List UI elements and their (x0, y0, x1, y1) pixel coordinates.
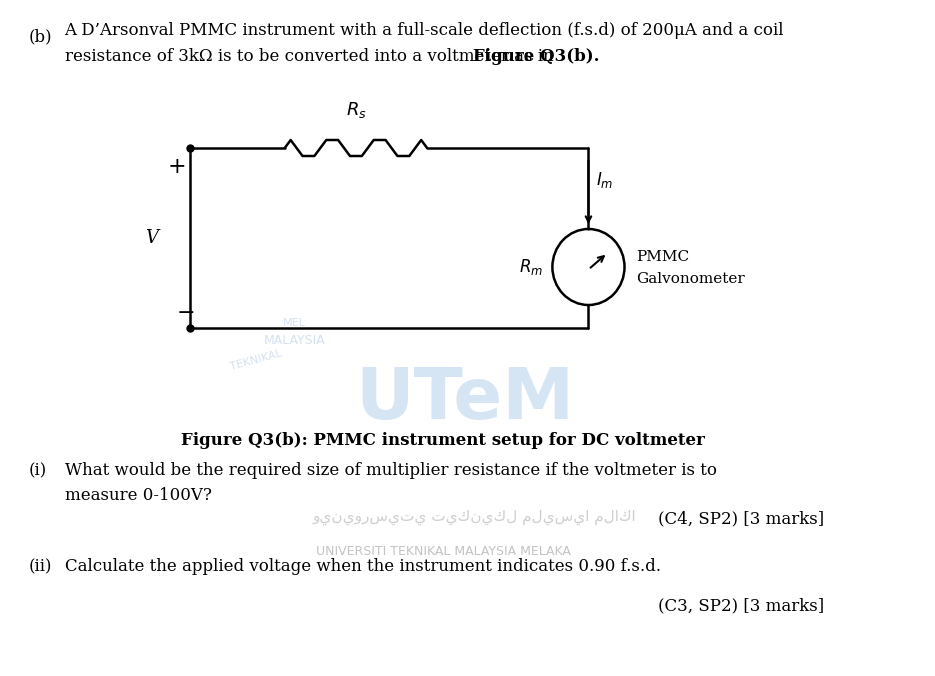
Text: resistance of 3kΩ is to be converted into a voltmeter as in: resistance of 3kΩ is to be converted int… (65, 48, 558, 65)
Text: −: − (177, 302, 195, 324)
Text: Calculate the applied voltage when the instrument indicates 0.90 f.s.d.: Calculate the applied voltage when the i… (65, 558, 660, 575)
Text: UTeM: UTeM (355, 366, 575, 435)
Text: $R_m$: $R_m$ (519, 257, 543, 277)
Text: Galvonometer: Galvonometer (636, 272, 744, 286)
Text: A D’Arsonval PMMC instrument with a full-scale deflection (f.s.d) of 200μA and a: A D’Arsonval PMMC instrument with a full… (65, 22, 784, 39)
Text: +: + (167, 156, 186, 178)
Text: MALAYSIA: MALAYSIA (264, 333, 325, 347)
Text: (C4, SP2) [3 marks]: (C4, SP2) [3 marks] (657, 510, 824, 527)
Text: UNIVERSITI TEKNIKAL MALAYSIA MELAKA: UNIVERSITI TEKNIKAL MALAYSIA MELAKA (316, 545, 570, 558)
Text: measure 0-100V?: measure 0-100V? (65, 487, 211, 504)
Text: MEL: MEL (282, 318, 306, 328)
Text: PMMC: PMMC (636, 250, 689, 264)
Text: (C3, SP2) [3 marks]: (C3, SP2) [3 marks] (657, 597, 824, 614)
Text: What would be the required size of multiplier resistance if the voltmeter is to: What would be the required size of multi… (65, 462, 716, 479)
Text: Figure Q3(b): PMMC instrument setup for DC voltmeter: Figure Q3(b): PMMC instrument setup for … (181, 432, 705, 449)
Text: وينيورسيتي تيكنيكل مليسيا ملاكا: وينيورسيتي تيكنيكل مليسيا ملاكا (312, 510, 637, 525)
Text: (i): (i) (28, 462, 47, 479)
Text: V: V (145, 229, 158, 247)
Text: (b): (b) (28, 28, 52, 45)
Text: $R_s$: $R_s$ (346, 100, 367, 120)
Text: TEKNIKAL: TEKNIKAL (229, 348, 283, 372)
Text: Figure Q3(b).: Figure Q3(b). (473, 48, 599, 65)
Text: $I_m$: $I_m$ (596, 170, 613, 190)
Text: (ii): (ii) (28, 558, 52, 575)
